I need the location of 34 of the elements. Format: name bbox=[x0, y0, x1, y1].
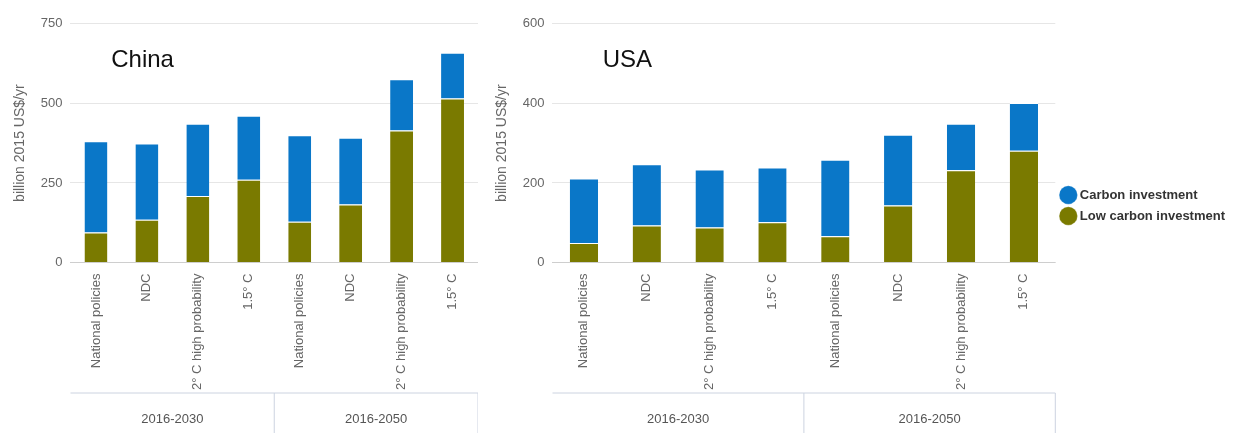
y-tick-label: 200 bbox=[522, 174, 545, 190]
text: 2016-2030 bbox=[647, 410, 710, 426]
x-tick-label: 2° C high probability bbox=[952, 273, 968, 391]
y-tick-label: 250 bbox=[40, 174, 63, 190]
text: 2016-2030 bbox=[141, 410, 204, 426]
legend-label: Low carbon investment bbox=[1079, 207, 1226, 223]
x-tick-label: 2° C high probability bbox=[393, 273, 409, 391]
x-tick-label: 2° C high probability bbox=[701, 273, 717, 391]
y-tick-label: 500 bbox=[40, 94, 63, 110]
x-tick-label: National policies bbox=[826, 273, 842, 369]
x-tick-label: 1.5° C bbox=[1015, 273, 1031, 310]
text: 2016-2050 bbox=[345, 410, 408, 426]
x-tick-label: NDC bbox=[342, 273, 358, 302]
y-axis-title: billion 2015 US$/yr bbox=[493, 84, 510, 202]
y-tick-label: 400 bbox=[522, 94, 545, 110]
y-axis-title: billion 2015 US$/yr bbox=[11, 84, 28, 202]
x-tick-label: 1.5° C bbox=[444, 273, 460, 310]
x-tick-label: NDC bbox=[638, 273, 654, 302]
x-tick-label: 1.5° C bbox=[764, 273, 780, 310]
y-tick-label: 0 bbox=[55, 254, 63, 270]
y-tick-label: 600 bbox=[522, 15, 545, 31]
x-tick-label: National policies bbox=[87, 273, 103, 369]
x-tick-label: NDC bbox=[138, 273, 154, 302]
x-tick-label: 1.5° C bbox=[240, 273, 256, 310]
y-tick-label: 750 bbox=[40, 15, 63, 31]
legend-label: Carbon investment bbox=[1079, 186, 1199, 202]
text: USA bbox=[602, 45, 653, 73]
text: China bbox=[111, 45, 175, 73]
text: 2016-2050 bbox=[898, 410, 961, 426]
x-tick-label: NDC bbox=[889, 273, 905, 302]
x-tick-label: National policies bbox=[575, 273, 591, 369]
x-tick-label: 2° C high probability bbox=[189, 273, 205, 391]
y-tick-label: 0 bbox=[537, 254, 545, 270]
x-tick-label: National policies bbox=[291, 273, 307, 369]
